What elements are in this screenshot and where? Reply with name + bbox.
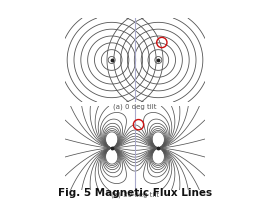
Text: Fig. 5 Magnetic Flux Lines: Fig. 5 Magnetic Flux Lines bbox=[58, 188, 212, 198]
Text: (b) 30 deg tilt: (b) 30 deg tilt bbox=[111, 191, 159, 198]
Text: (a) 0 deg tilt: (a) 0 deg tilt bbox=[113, 103, 157, 110]
